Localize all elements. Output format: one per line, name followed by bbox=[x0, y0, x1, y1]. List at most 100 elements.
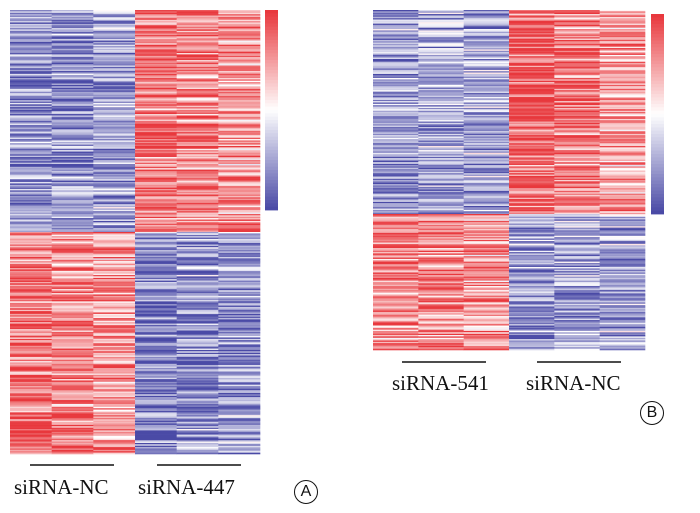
heatmap-cell bbox=[554, 133, 600, 136]
heatmap-cell bbox=[218, 227, 261, 230]
heatmap-cell bbox=[463, 122, 510, 125]
heatmap-cell bbox=[509, 233, 555, 235]
heatmap-cell bbox=[509, 250, 555, 253]
heatmap-cell bbox=[218, 212, 261, 215]
heatmap-cell bbox=[176, 448, 219, 451]
heatmap-cell bbox=[218, 168, 261, 170]
heatmap-cell bbox=[418, 125, 464, 128]
heatmap-cell bbox=[93, 118, 136, 120]
heatmap-cell bbox=[51, 179, 94, 181]
heatmap-cell bbox=[51, 331, 94, 334]
heatmap-cell bbox=[218, 408, 261, 410]
heatmap-cell bbox=[10, 234, 52, 237]
heatmap-cell bbox=[554, 222, 600, 224]
heatmap-cell bbox=[218, 198, 261, 201]
heatmap-cell bbox=[51, 445, 94, 448]
heatmap-cell bbox=[218, 179, 261, 181]
heatmap-cell bbox=[373, 147, 419, 150]
heatmap-cell bbox=[554, 307, 600, 310]
heatmap-cell bbox=[176, 155, 219, 158]
heatmap-cell bbox=[10, 232, 52, 234]
heatmap-cell bbox=[418, 287, 464, 290]
heatmap-cell bbox=[51, 354, 94, 356]
heatmap-cell bbox=[509, 222, 555, 224]
heatmap-cell bbox=[509, 139, 555, 141]
heatmap-cell bbox=[418, 343, 464, 345]
heatmap-cell bbox=[418, 340, 464, 343]
heatmap-cell bbox=[463, 219, 510, 222]
heatmap-cell bbox=[218, 268, 261, 270]
heatmap-cell bbox=[509, 203, 555, 205]
heatmap-cell bbox=[176, 386, 219, 388]
heatmap-cell bbox=[135, 75, 177, 77]
heatmap-cell bbox=[176, 444, 219, 446]
heatmap-cell bbox=[176, 379, 219, 381]
heatmap-cell bbox=[373, 284, 419, 287]
heatmap-cell bbox=[51, 107, 94, 109]
heatmap-cell bbox=[218, 145, 261, 148]
heatmap-cell bbox=[418, 31, 464, 34]
heatmap-cell bbox=[93, 262, 136, 265]
heatmap-cell bbox=[373, 185, 419, 188]
heatmap-cell bbox=[10, 293, 52, 295]
colorbar-segment bbox=[651, 50, 664, 55]
heatmap-cell bbox=[135, 158, 177, 161]
heatmap-cell bbox=[135, 237, 177, 240]
colorbar-segment bbox=[651, 60, 664, 65]
heatmap-cell bbox=[554, 131, 600, 133]
heatmap-cell bbox=[51, 211, 94, 213]
heatmap-cell bbox=[10, 431, 52, 434]
heatmap-cell bbox=[599, 42, 646, 45]
heatmap-cell bbox=[463, 103, 510, 106]
colorbar-segment bbox=[265, 116, 278, 121]
heatmap-cell bbox=[373, 68, 419, 71]
heatmap-cell bbox=[135, 72, 177, 75]
heatmap-cell bbox=[93, 347, 136, 349]
heatmap-cell bbox=[599, 265, 646, 268]
heatmap-cell bbox=[554, 186, 600, 189]
heatmap-cell bbox=[135, 305, 177, 308]
colorbar-segment bbox=[265, 60, 278, 64]
heatmap-cell bbox=[93, 125, 136, 127]
heatmap-cell bbox=[93, 388, 136, 391]
heatmap-cell bbox=[418, 45, 464, 48]
heatmap-cell bbox=[93, 158, 136, 161]
heatmap-cell bbox=[599, 140, 646, 143]
heatmap-cell bbox=[93, 383, 136, 385]
heatmap-cell bbox=[218, 89, 261, 91]
heatmap-cell bbox=[176, 116, 219, 119]
heatmap-cell bbox=[10, 394, 52, 397]
heatmap-cell bbox=[463, 203, 510, 205]
colorbar-segment bbox=[265, 43, 278, 48]
heatmap-cell bbox=[176, 406, 219, 409]
heatmap-cell bbox=[418, 201, 464, 204]
heatmap-cell bbox=[509, 224, 555, 227]
heatmap-cell bbox=[373, 277, 419, 280]
heatmap-cell bbox=[135, 251, 177, 254]
heatmap-cell bbox=[373, 182, 419, 185]
heatmap-cell bbox=[509, 343, 555, 345]
heatmap-cell bbox=[509, 42, 555, 45]
heatmap-cell bbox=[135, 89, 177, 91]
heatmap-cell bbox=[176, 291, 219, 294]
heatmap-cell bbox=[93, 40, 136, 43]
heatmap-cell bbox=[218, 347, 261, 349]
heatmap-cell bbox=[93, 341, 136, 344]
heatmap-cell bbox=[93, 343, 136, 345]
heatmap-cell bbox=[463, 192, 510, 194]
heatmap-cell bbox=[218, 237, 261, 240]
heatmap-cell bbox=[373, 133, 419, 136]
heatmap-cell bbox=[176, 287, 219, 290]
heatmap-cell bbox=[93, 319, 136, 322]
heatmap-cell bbox=[93, 201, 136, 204]
heatmap-cell bbox=[176, 232, 219, 234]
heatmap-cell bbox=[418, 321, 464, 324]
heatmap-cell bbox=[463, 190, 510, 193]
heatmap-cell bbox=[135, 427, 177, 430]
heatmap-cell bbox=[218, 329, 261, 331]
heatmap-cell bbox=[418, 37, 464, 39]
heatmap-cell bbox=[93, 236, 136, 238]
heatmap-cell bbox=[93, 115, 136, 118]
heatmap-cell bbox=[10, 194, 52, 197]
heatmap-cell bbox=[176, 238, 219, 241]
